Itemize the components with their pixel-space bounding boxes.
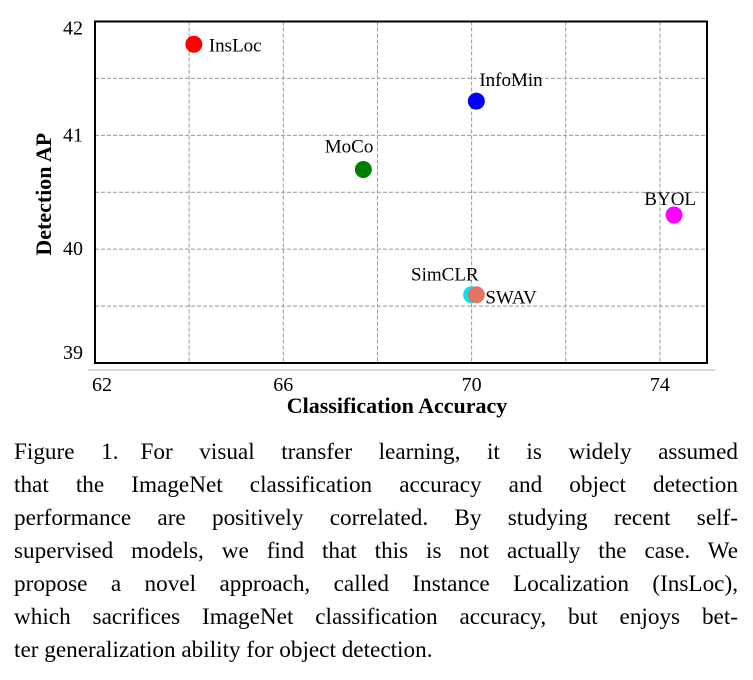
caption-text: For visual transfer learning, it is wide… xyxy=(140,439,738,465)
data-label-byol: BYOL xyxy=(644,189,696,210)
x-tick-label: 74 xyxy=(650,374,670,396)
y-tick-label: 41 xyxy=(63,124,83,146)
data-point-swav xyxy=(467,286,485,304)
y-axis-title: Detection AP xyxy=(31,133,56,256)
data-point-infomin xyxy=(467,92,485,110)
data-label-infomin: InfoMin xyxy=(479,70,543,91)
x-tick-label: 62 xyxy=(92,374,112,396)
plot-frame xyxy=(94,20,708,364)
data-points: InsLoc InfoMin MoCo BYOL SimCLR SWAV xyxy=(185,35,696,309)
x-tick-label: 70 xyxy=(462,374,482,396)
data-point-insloc xyxy=(185,35,203,53)
x-axis-title: Classification Accuracy xyxy=(287,393,508,418)
data-label-swav: SWAV xyxy=(485,288,537,309)
figure-label: Figure 1. xyxy=(14,439,119,465)
caption-line: Figure 1. For visual transfer learning, i… xyxy=(14,436,738,469)
y-ticks: 39 40 41 42 xyxy=(63,18,83,365)
data-point-moco xyxy=(354,160,372,178)
y-tick-label: 39 xyxy=(63,342,83,364)
y-tick-label: 40 xyxy=(63,238,83,260)
grid xyxy=(95,21,707,363)
caption-line: which sacrifices ImageNet classification… xyxy=(14,604,738,630)
data-label-insloc: InsLoc xyxy=(209,35,262,56)
data-label-simclr: SimCLR xyxy=(411,265,479,286)
caption-line: that the ImageNet classification accurac… xyxy=(14,472,738,498)
caption-line: supervised models, we find that this is … xyxy=(14,538,738,564)
caption-line: ter generalization ability for object de… xyxy=(14,637,433,663)
data-label-moco: MoCo xyxy=(325,136,374,157)
scatter-chart: 62 66 70 74 39 40 41 42 InsLoc InfoMin MoCo BYOL S… xyxy=(31,18,715,418)
caption-line: propose a novel approach, called Instanc… xyxy=(14,571,738,597)
y-tick-label: 42 xyxy=(63,18,83,40)
figure-caption: Figure 1. For visual transfer learning, i… xyxy=(14,436,738,667)
x-ticks: 62 66 70 74 xyxy=(92,374,670,396)
data-point-byol xyxy=(665,206,683,224)
caption-line: performance are positively correlated. B… xyxy=(14,505,738,531)
x-tick-label: 66 xyxy=(273,374,293,396)
